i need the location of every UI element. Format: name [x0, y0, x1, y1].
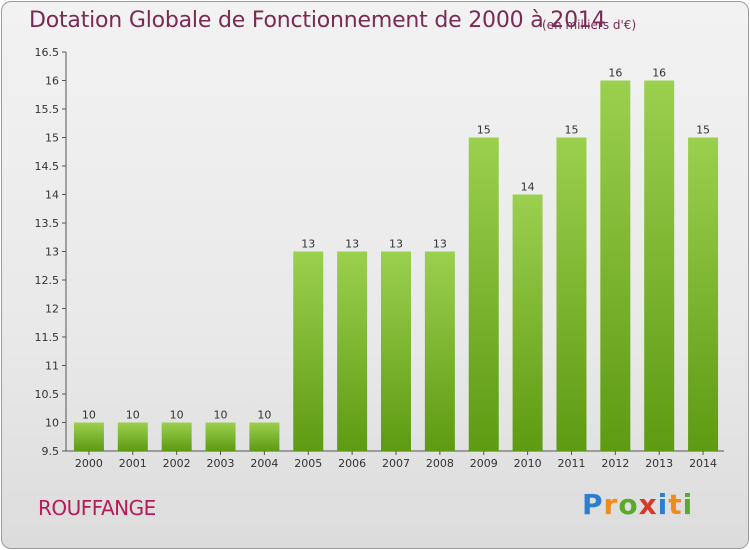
bar-2007	[381, 251, 411, 451]
y-tick-label: 11	[45, 360, 59, 373]
chart-title: Dotation Globale de Fonctionnement de 20…	[29, 8, 606, 33]
value-label: 10	[82, 409, 96, 422]
bar-2014	[688, 137, 719, 451]
y-tick-label: 16.5	[35, 46, 60, 59]
x-tick-label: 2010	[514, 457, 542, 470]
bar-2001	[117, 422, 148, 451]
value-label: 13	[345, 238, 359, 251]
x-tick-label: 2008	[426, 457, 454, 470]
x-tick-label: 2013	[645, 457, 673, 470]
value-label: 15	[696, 124, 710, 137]
town-name: ROUFFANGE	[38, 496, 156, 520]
value-label: 10	[170, 409, 184, 422]
bar-2012	[600, 80, 631, 451]
x-tick-label: 2003	[207, 457, 235, 470]
x-tick-label: 2004	[250, 457, 278, 470]
x-tick-label: 2007	[382, 457, 410, 470]
chart-axes: 9.5 10 10.5 11 11.5 12 12.5 13 13.5 14 14.5 15 15.5 1…	[35, 46, 724, 458]
x-tick-label: 2005	[294, 457, 322, 470]
y-tick-label: 16	[45, 75, 59, 88]
y-tick-label: 12	[45, 303, 59, 316]
bar-2011	[556, 137, 587, 451]
chart-labels: 10 2000 10 2001 10 2002 10 2003 10 2004 13 2005 13 20…	[75, 67, 717, 471]
y-tick-label: 15.5	[35, 103, 60, 116]
bar-2006	[337, 251, 368, 451]
y-tick-label: 13	[45, 246, 59, 259]
bar-2000	[73, 422, 104, 451]
y-tick-label: 10.5	[35, 388, 60, 401]
x-tick-label: 2012	[601, 457, 629, 470]
bar-2005	[293, 251, 324, 451]
value-label: 13	[389, 238, 403, 251]
value-label: 10	[126, 409, 140, 422]
y-tick-label: 14	[45, 189, 59, 202]
x-tick-label: 2014	[689, 457, 717, 470]
y-tick-label: 12.5	[35, 274, 60, 287]
y-tick-label: 9.5	[42, 445, 60, 458]
value-label: 16	[652, 67, 666, 80]
proxiti-logo: Proxiti	[582, 488, 694, 521]
y-tick-label: 10	[45, 417, 59, 430]
value-label: 13	[433, 238, 447, 251]
y-tick-label: 15	[45, 132, 59, 145]
value-label: 10	[257, 409, 271, 422]
chart-bars	[73, 80, 719, 451]
bar-2009	[468, 137, 499, 451]
bar-2013	[644, 80, 675, 451]
bar-2002	[161, 422, 192, 451]
bar-2010	[512, 194, 543, 451]
value-label: 10	[214, 409, 228, 422]
y-tick-label: 11.5	[35, 331, 60, 344]
chart-unit: (en milliers d'€)	[542, 18, 637, 32]
x-tick-label: 2000	[75, 457, 103, 470]
bar-2004	[249, 422, 280, 451]
value-label: 16	[608, 67, 622, 80]
y-tick-label: 13.5	[35, 217, 60, 230]
bar-2003	[205, 422, 236, 451]
x-tick-label: 2011	[557, 457, 585, 470]
x-tick-label: 2009	[470, 457, 498, 470]
value-label: 14	[521, 181, 535, 194]
bar-2008	[424, 251, 455, 451]
value-label: 13	[301, 238, 315, 251]
value-label: 15	[564, 124, 578, 137]
x-tick-label: 2006	[338, 457, 366, 470]
value-label: 15	[477, 124, 491, 137]
x-tick-label: 2002	[163, 457, 191, 470]
x-tick-label: 2001	[119, 457, 147, 470]
y-tick-label: 14.5	[35, 160, 60, 173]
